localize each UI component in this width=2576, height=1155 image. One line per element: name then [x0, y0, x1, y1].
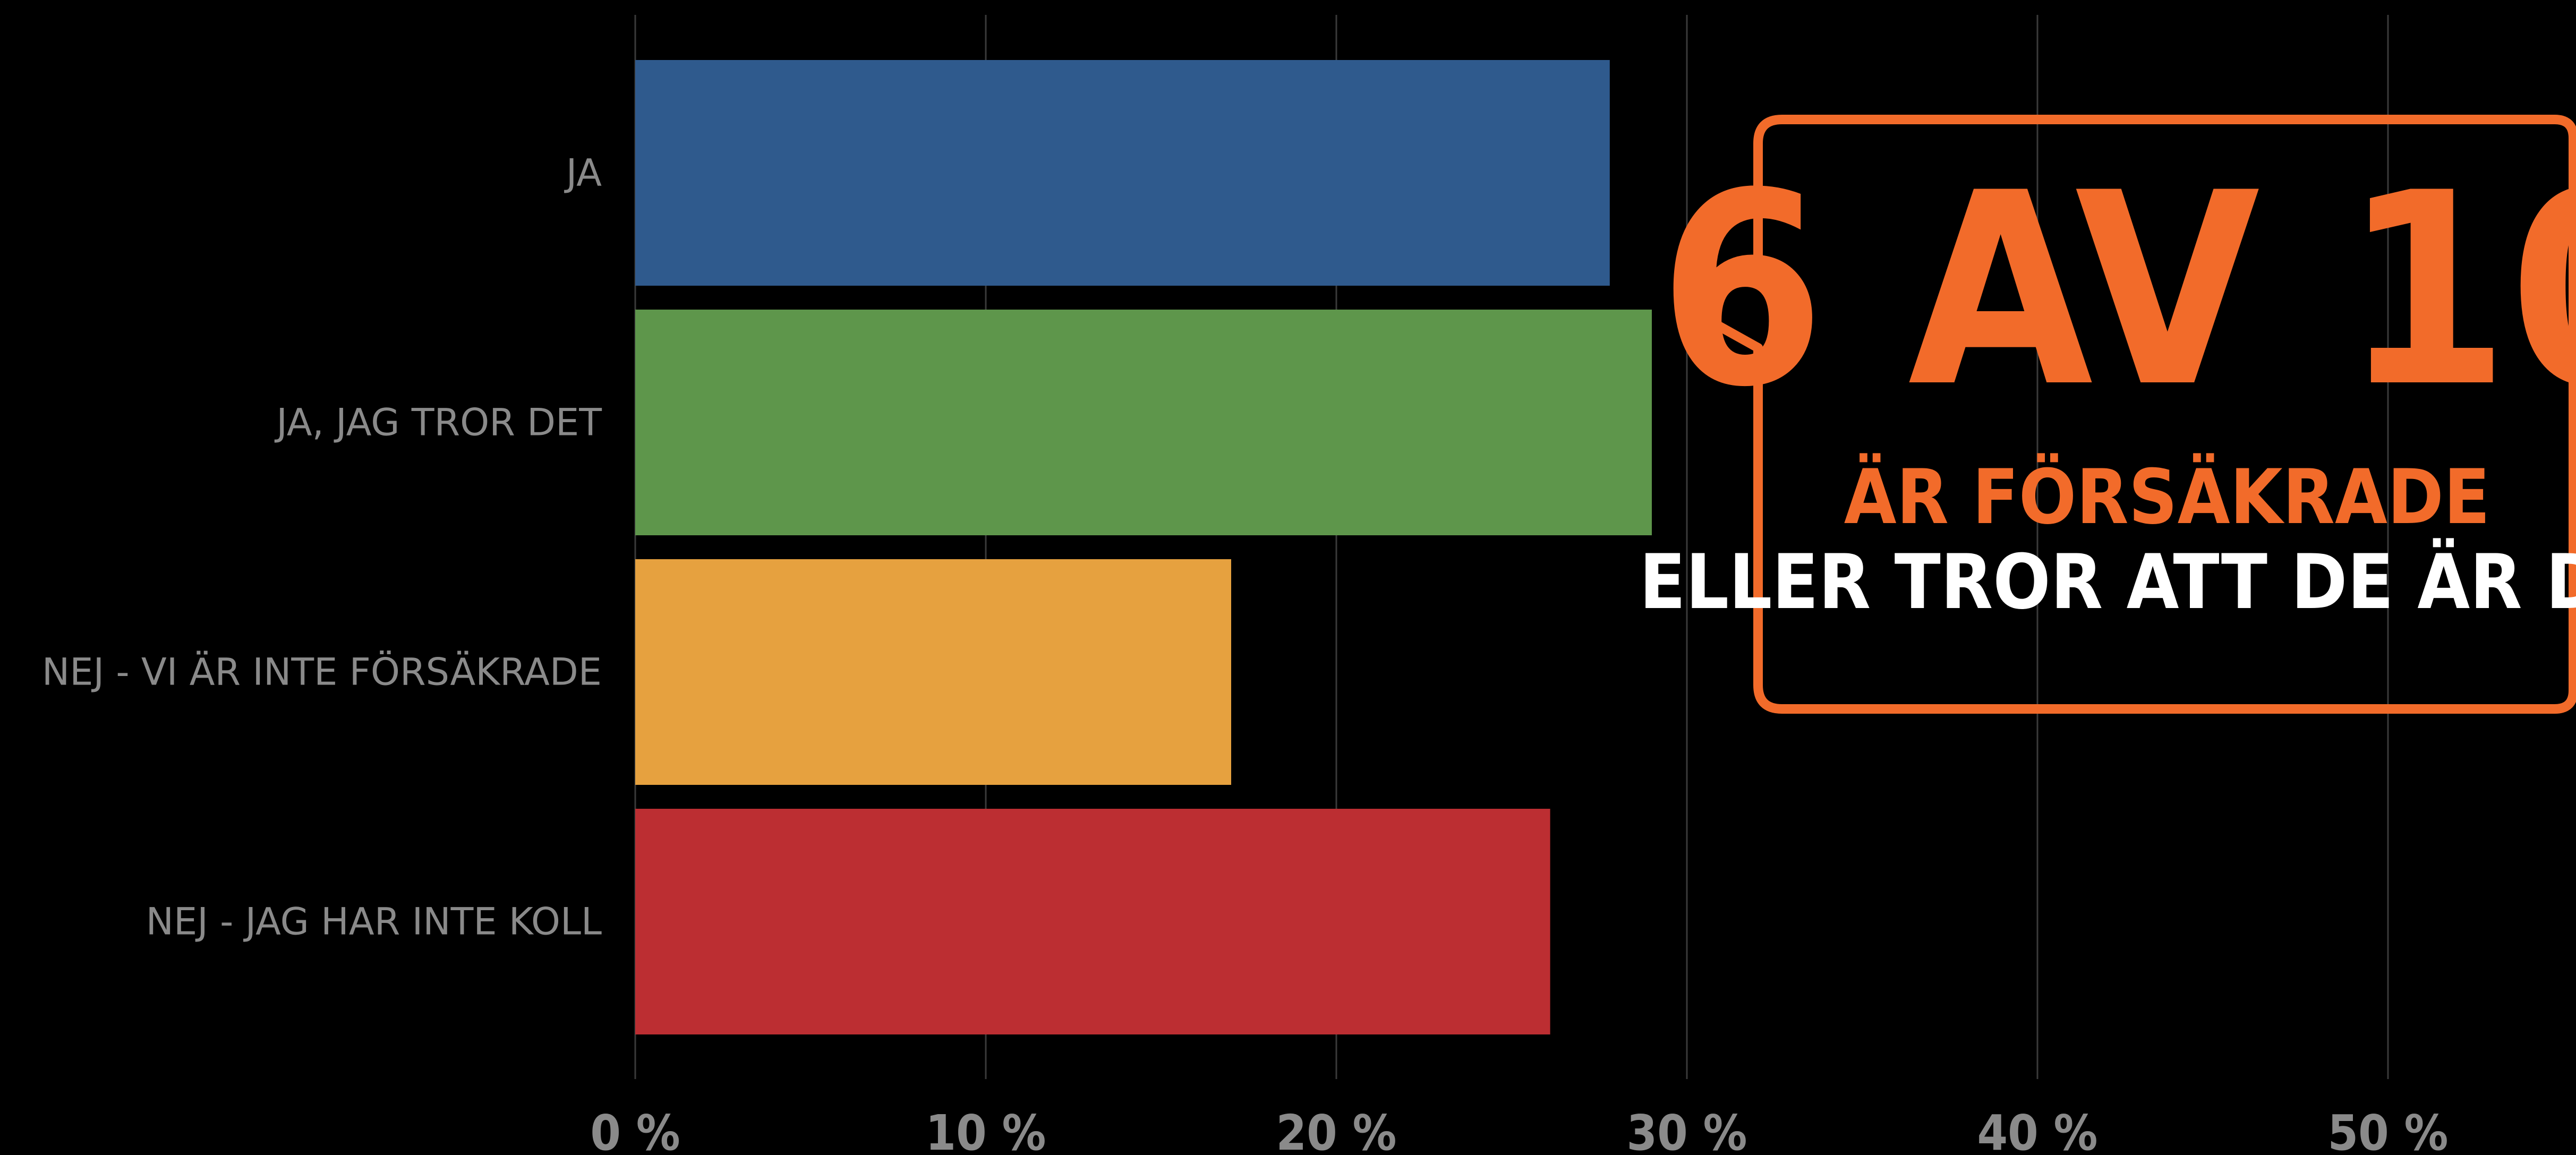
- category-label: NEJ - VI ÄR INTE FÖRSÄKRADE: [42, 651, 602, 694]
- x-tick-label: 10 %: [926, 1105, 1046, 1155]
- callout-box: 6 AV 10 ÄR FÖRSÄKRADE ELLER TROR ATT DE …: [1639, 115, 2576, 714]
- x-tick-label: 40 %: [1977, 1105, 2098, 1155]
- callout-headline: 6 AV 10: [1659, 136, 2576, 445]
- x-tick-label: 50 %: [2328, 1105, 2449, 1155]
- bar: [635, 809, 1550, 1034]
- x-tick-label: 0 %: [590, 1105, 680, 1155]
- x-tick-label: 20 %: [1276, 1105, 1397, 1155]
- callout-border: [1680, 115, 2576, 714]
- x-tick-labels: 0 % 10 % 20 % 30 % 40 % 50 %: [590, 1105, 2448, 1155]
- x-tick-label: 30 %: [1627, 1105, 1747, 1155]
- category-label: JA: [564, 151, 602, 195]
- bars: [635, 60, 1652, 1034]
- bar: [635, 310, 1652, 535]
- callout-line-2: ELLER TROR ATT DE ÄR DET: [1639, 537, 2576, 626]
- bar: [635, 60, 1610, 286]
- category-label: NEJ - JAG HAR INTE KOLL: [146, 900, 602, 944]
- bar: [635, 559, 1231, 785]
- callout-line-1: ÄR FÖRSÄKRADE: [1844, 452, 2490, 541]
- category-labels: JA JA, JAG TROR DET NEJ - VI ÄR INTE FÖRSÄ…: [42, 151, 602, 944]
- category-label: JA, JAG TROR DET: [274, 401, 602, 444]
